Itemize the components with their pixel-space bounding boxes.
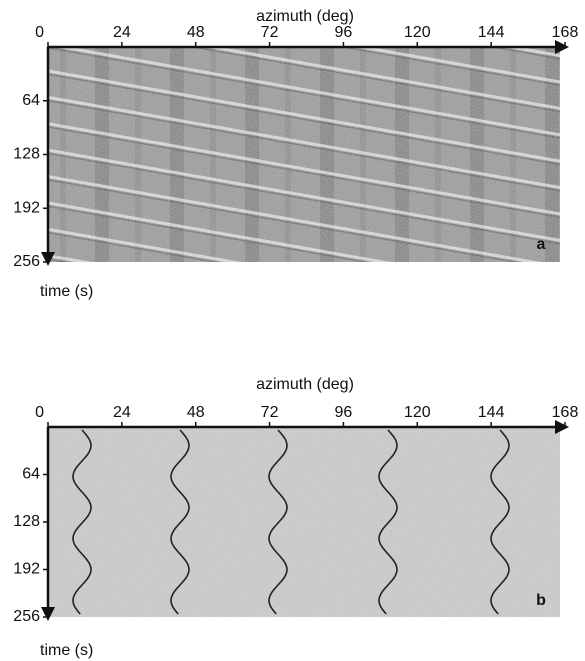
x-tick-label: 24	[113, 404, 131, 421]
x-tick-label: 120	[404, 24, 431, 41]
y-arrow	[41, 252, 55, 266]
axis-title: azimuth (deg)	[256, 8, 354, 25]
y-tick-label: 256	[13, 608, 40, 625]
panel-b-image	[48, 427, 560, 617]
x-tick-label: 168	[552, 24, 579, 41]
x-tick-label: 168	[552, 404, 579, 421]
wave	[378, 429, 398, 615]
x-tick-label: 48	[187, 24, 205, 41]
x-tick-label: 72	[261, 24, 279, 41]
x-tick-label: 0	[35, 24, 44, 41]
x-tick-label: 96	[335, 24, 353, 41]
wave	[170, 429, 190, 615]
wave	[72, 429, 92, 615]
wave	[490, 429, 510, 615]
y-tick-label: 128	[13, 513, 40, 530]
y-tick-label: 192	[13, 199, 40, 216]
panel-label: a	[537, 236, 546, 253]
panel-a-image	[48, 47, 560, 262]
y-axis-label: time (s)	[40, 283, 93, 300]
x-tick-label: 120	[404, 404, 431, 421]
x-tick-label: 96	[335, 404, 353, 421]
y-tick-label: 64	[22, 466, 40, 483]
x-tick-label: 144	[478, 24, 505, 41]
y-tick-label: 128	[13, 146, 40, 163]
y-tick-label: 192	[13, 561, 40, 578]
x-arrow	[555, 420, 569, 434]
y-axis-label: time (s)	[40, 642, 93, 659]
x-tick-label: 0	[35, 404, 44, 421]
wave	[268, 429, 288, 615]
y-arrow	[41, 607, 55, 621]
x-tick-label: 144	[478, 404, 505, 421]
y-tick-label: 256	[13, 253, 40, 270]
x-tick-label: 24	[113, 24, 131, 41]
axis-title: azimuth (deg)	[256, 376, 354, 393]
x-tick-label: 72	[261, 404, 279, 421]
y-tick-label: 64	[22, 92, 40, 109]
x-tick-label: 48	[187, 404, 205, 421]
panel-label: b	[536, 592, 546, 609]
x-arrow	[555, 40, 569, 54]
